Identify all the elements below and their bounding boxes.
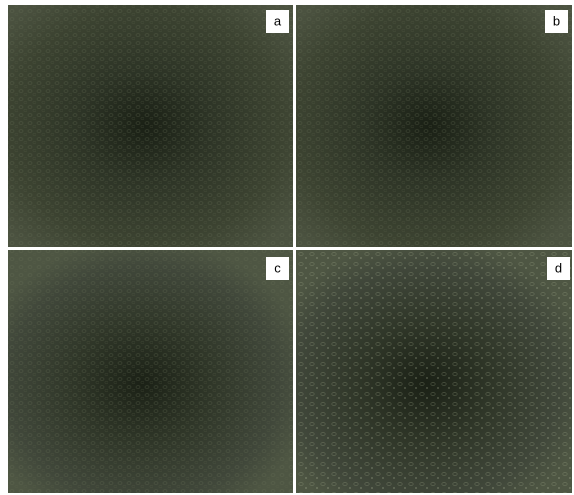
texture [296, 250, 572, 493]
panel-label: b [553, 13, 560, 28]
panel-c: c [8, 250, 293, 493]
panel-b: b [296, 5, 572, 247]
texture [8, 5, 293, 247]
texture [296, 5, 572, 247]
panel-a: a [8, 5, 293, 247]
panel-label: d [555, 260, 562, 275]
texture [8, 250, 293, 493]
page: a b c d (() => { const data = JSON.parse… [0, 0, 574, 495]
panel-label: c [274, 260, 281, 275]
panel-label: a [274, 13, 282, 28]
panel-d: d [296, 250, 572, 493]
figure: a b c d [0, 0, 574, 495]
